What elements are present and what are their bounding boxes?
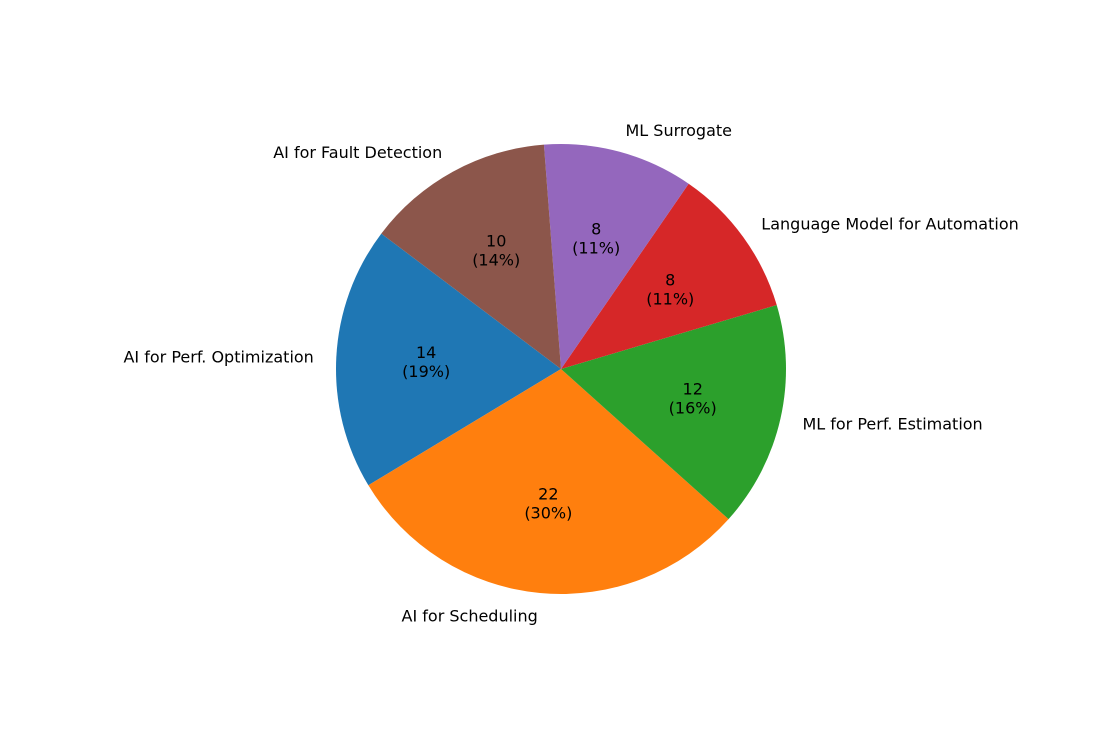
pie-slice-language-model-for-automation <box>561 183 777 369</box>
slice-category-label: ML Surrogate <box>626 121 733 140</box>
pie-slice-ai-for-fault-detection <box>381 144 561 369</box>
pie-slice-ml-surrogate <box>543 144 689 369</box>
pie-slice-ai-for-perf-optimization <box>336 233 561 486</box>
slice-value-label: 12 (16%) <box>669 380 717 418</box>
slice-value-label: 14 (19%) <box>402 343 450 381</box>
pie-slices <box>336 144 786 594</box>
slice-category-label: Language Model for Automation <box>761 215 1018 234</box>
slice-category-label: AI for Scheduling <box>402 606 538 625</box>
slice-value-labels: 14 (19%) 22 (30%) 12 (16%) 8 (11%) 8 (11%) 10 (14%) <box>402 220 717 523</box>
slice-value-label: 8 (11%) <box>572 220 620 258</box>
slice-category-label: ML for Perf. Estimation <box>802 414 982 433</box>
slice-value-label: 22 (30%) <box>524 484 572 522</box>
pie-slice-ai-for-scheduling <box>368 369 729 594</box>
pie-slice-ml-for-perf-estimation <box>561 305 786 520</box>
slice-value-label: 10 (14%) <box>472 232 520 270</box>
slice-category-label: AI for Perf. Optimization <box>123 347 313 366</box>
slice-category-labels: AI for Perf. Optimization AI for Scheduli… <box>123 121 1018 625</box>
slice-value-label: 8 (11%) <box>646 271 694 309</box>
slice-category-label: AI for Fault Detection <box>273 143 442 162</box>
